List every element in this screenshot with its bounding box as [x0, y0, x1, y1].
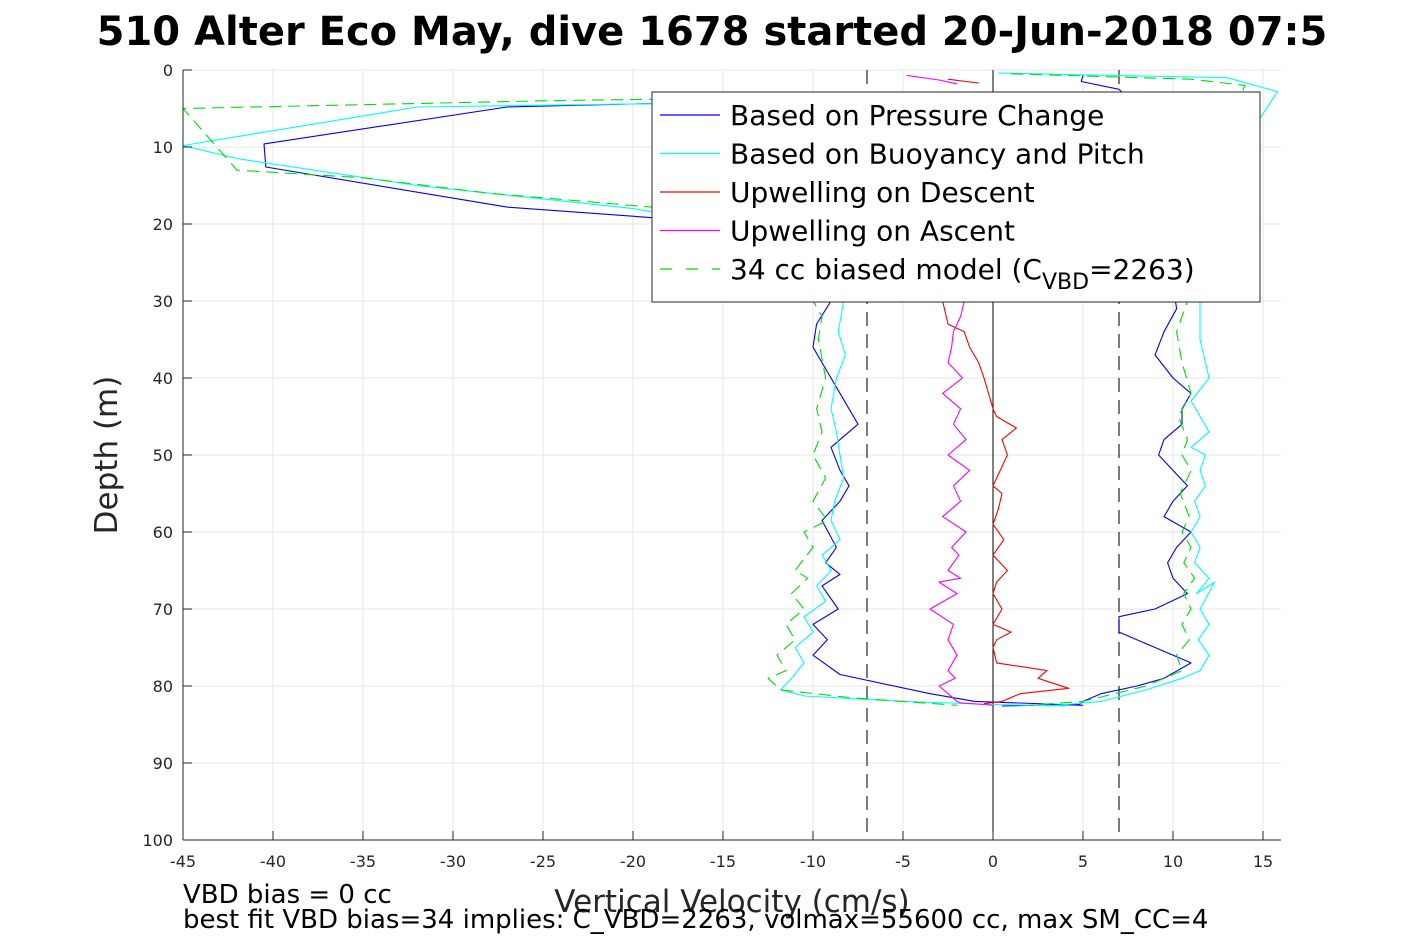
- x-axis-label: Vertical Velocity (cm/s): [554, 884, 909, 920]
- legend-label-upwelling_ascent: Upwelling on Ascent: [730, 215, 1015, 248]
- y-axis-label: Depth (m): [89, 376, 125, 535]
- legend: Based on Pressure Change Based on Buoyanc…: [651, 91, 1261, 303]
- x-tick-label-11: 10: [1163, 852, 1183, 871]
- x-tick-label-6: -15: [710, 852, 736, 871]
- x-tick-label-4: -25: [530, 852, 556, 871]
- x-tick-label-12: 15: [1253, 852, 1273, 871]
- axes-frame: [182, 69, 1281, 841]
- series-line-buoyancy-3: [998, 72, 1278, 707]
- legend-label-pressure: Based on Pressure Change: [730, 99, 1104, 132]
- series-line-upwelling_descent-4: [942, 300, 1070, 705]
- x-tick-label-0: -45: [170, 852, 196, 871]
- legend-label-biased_model: 34 cc biased model (CVBD=2263): [730, 253, 1195, 295]
- y-tick-label-10: 100: [142, 831, 173, 850]
- legend-label-buoyancy: Based on Buoyancy and Pitch: [730, 138, 1145, 171]
- x-tick-label-8: -5: [895, 852, 911, 871]
- series-line-upwelling_descent-5: [947, 78, 979, 84]
- series-line-upwelling_ascent-7: [906, 74, 958, 85]
- x-tick-label-9: 0: [988, 852, 998, 871]
- y-tick-label-0: 0: [163, 61, 173, 80]
- x-tick-labels: -45 -40 -35 -30 -25 -20 -15 -10 -5 0 5 10 15: [170, 852, 1273, 871]
- chart-title: 510 Alter Eco May, dive 1678 started 20-…: [97, 9, 1328, 55]
- series-line-biased_model-8: [183, 96, 958, 706]
- x-tick-label-2: -35: [350, 852, 376, 871]
- y-tick-label-4: 40: [153, 369, 173, 388]
- x-tick-label-7: -10: [800, 852, 826, 871]
- y-tick-label-9: 90: [153, 754, 173, 773]
- x-tick-label-5: -20: [620, 852, 646, 871]
- x-tick-label-10: 5: [1078, 852, 1088, 871]
- legend-box: [651, 91, 1261, 303]
- x-tick-label-1: -40: [260, 852, 286, 871]
- series-line-biased_model-9: [1010, 73, 1246, 706]
- legend-label-upwelling_descent: Upwelling on Descent: [730, 176, 1035, 209]
- y-tick-label-7: 70: [153, 600, 173, 619]
- x-tick-label-3: -30: [440, 852, 466, 871]
- y-tick-label-1: 10: [153, 138, 173, 157]
- footer-line-2: best fit VBD bias=34 implies: C_VBD=2263…: [183, 905, 1208, 935]
- y-tick-labels: 0 10 20 30 40 50 60 70 80 90 100: [142, 61, 173, 850]
- footer-line-1: VBD bias = 0 cc: [183, 880, 392, 910]
- y-tick-label-5: 50: [153, 446, 173, 465]
- series-line-upwelling_ascent-6: [929, 300, 994, 706]
- y-tick-label-3: 30: [153, 292, 173, 311]
- y-tick-label-6: 60: [153, 523, 173, 542]
- y-tick-label-8: 80: [153, 677, 173, 696]
- y-tick-label-2: 20: [153, 215, 173, 234]
